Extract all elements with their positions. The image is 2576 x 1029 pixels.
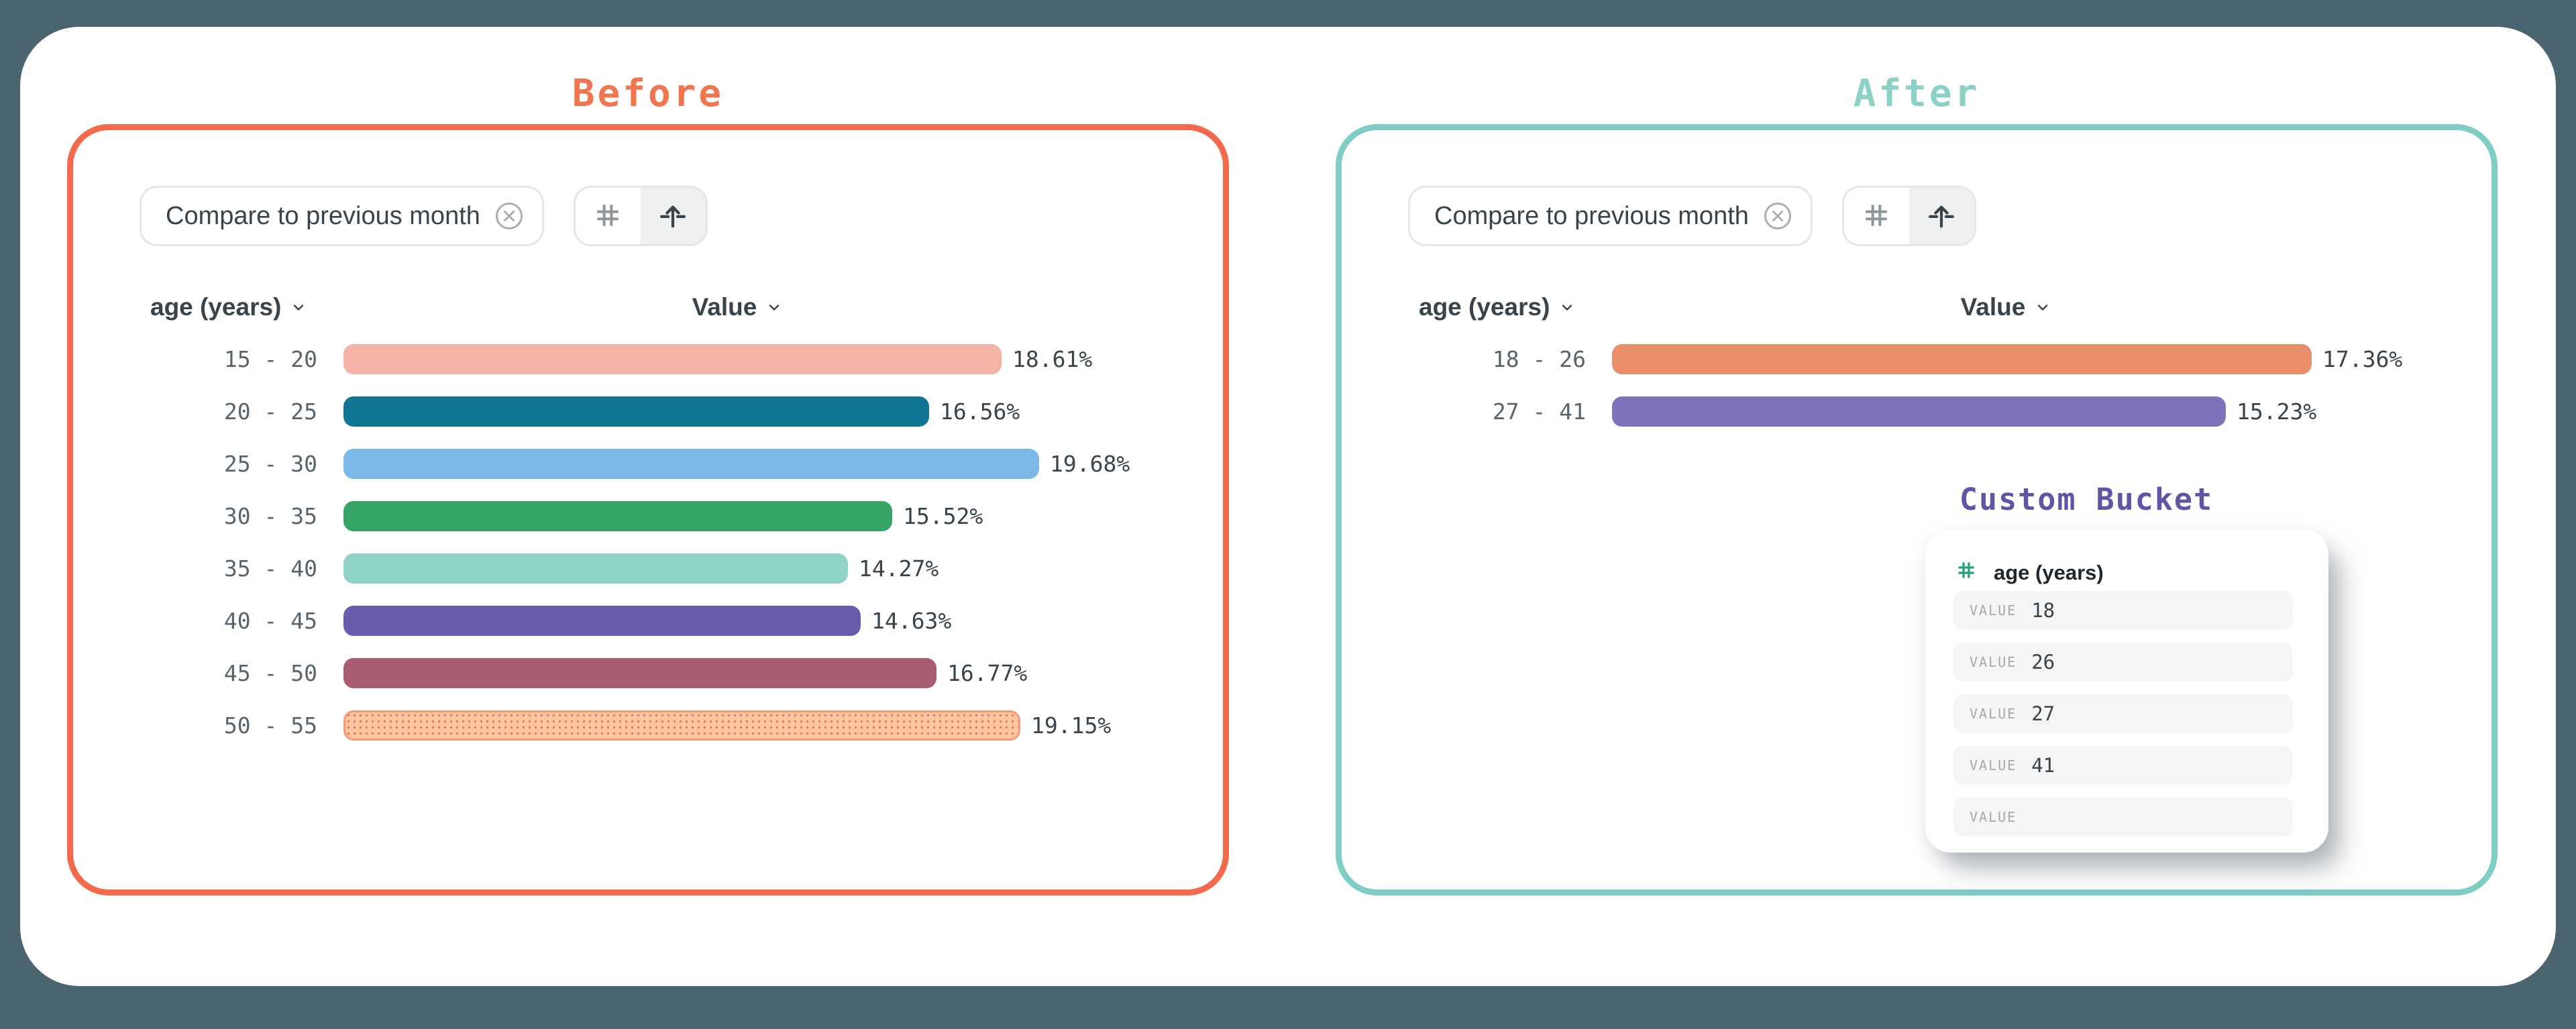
bar-row: 40 - 45 14.63% xyxy=(73,594,1214,647)
bar-category: 27 - 41 xyxy=(1492,398,1586,425)
bar-row: 18 - 26 17.36% xyxy=(1342,333,2482,385)
compare-filter-chip[interactable]: Compare to previous month xyxy=(140,186,544,246)
view-toggle xyxy=(573,186,708,246)
bar-category: 40 - 45 xyxy=(223,607,317,634)
compare-chip-label: Compare to previous month xyxy=(1434,201,1749,230)
bar-value: 17.36% xyxy=(2322,345,2403,372)
bar-category: 30 - 35 xyxy=(223,502,317,529)
column-header-value-label: Value xyxy=(1960,293,2026,321)
bar[interactable] xyxy=(343,657,936,688)
bar-value: 16.56% xyxy=(940,398,1020,425)
numeric-view-button[interactable] xyxy=(1843,188,1909,244)
bar-category: 18 - 26 xyxy=(1492,345,1586,372)
bar[interactable] xyxy=(1612,343,2312,374)
bar-category: 35 - 40 xyxy=(223,555,317,582)
custom-bucket-view-button[interactable] xyxy=(1909,188,1974,244)
bar-row: 15 - 20 18.61% xyxy=(73,333,1214,385)
column-header-value[interactable]: Value xyxy=(650,293,824,321)
bar[interactable] xyxy=(343,500,892,531)
bar-value: 14.63% xyxy=(871,607,952,634)
bucket-row-label: VALUE xyxy=(1970,757,2017,773)
bar-row: 45 - 50 16.77% xyxy=(73,647,1214,699)
before-bar-chart: 15 - 20 18.61% 20 - 25 16.56% 25 - 30 19… xyxy=(73,333,1214,751)
bar-value: 15.23% xyxy=(2237,398,2317,425)
custom-bucket-popup: age (years) VALUE 18 VALUE 26 VALUE 27 V… xyxy=(1925,529,2328,853)
bar[interactable] xyxy=(343,448,1039,479)
compare-chip-label: Compare to previous month xyxy=(166,201,480,230)
before-panel: Compare to previous month xyxy=(67,124,1229,896)
bucket-row[interactable]: VALUE 27 xyxy=(1953,694,2293,733)
chevron-down-icon xyxy=(766,293,782,321)
chevron-down-icon xyxy=(1559,293,1575,321)
bucket-row-label: VALUE xyxy=(1970,809,2017,825)
bar-value: 19.15% xyxy=(1031,712,1112,739)
bucket-rows: VALUE 18 VALUE 26 VALUE 27 VALUE 41 VALU… xyxy=(1953,591,2293,849)
bar[interactable] xyxy=(343,343,1002,374)
after-bar-chart: 18 - 26 17.36% 27 - 41 15.23% xyxy=(1342,333,2482,437)
bucket-row-value: 27 xyxy=(2031,702,2055,725)
chevron-down-icon xyxy=(290,293,307,321)
column-header-value-label: Value xyxy=(692,293,757,321)
bucket-arrow-icon xyxy=(1926,200,1957,233)
bucket-row[interactable]: VALUE 41 xyxy=(1953,746,2293,785)
column-header-age-label: age (years) xyxy=(150,293,282,321)
bucket-row-label: VALUE xyxy=(1970,706,2017,722)
bucket-row[interactable]: VALUE 26 xyxy=(1953,643,2293,682)
bar-value: 14.27% xyxy=(859,555,939,582)
bar[interactable] xyxy=(343,605,861,636)
bar-value: 16.77% xyxy=(947,659,1028,686)
bucket-row-value: 26 xyxy=(2031,651,2055,673)
bucket-field-header: age (years) xyxy=(1955,559,2104,587)
column-header-age-label: age (years) xyxy=(1419,293,1550,321)
bar-category: 50 - 55 xyxy=(223,712,317,739)
column-header-value[interactable]: Value xyxy=(1919,293,2093,321)
view-toggle xyxy=(1841,186,1976,246)
app-card: Before Compare to previous month xyxy=(20,27,2556,986)
after-title: After xyxy=(1853,71,1980,115)
bucket-row[interactable]: VALUE xyxy=(1953,798,2293,836)
hash-icon xyxy=(592,200,623,233)
custom-bucket-view-button[interactable] xyxy=(640,188,706,244)
bar-value: 18.61% xyxy=(1012,345,1093,372)
chevron-down-icon xyxy=(2035,293,2051,321)
before-controls: Compare to previous month xyxy=(140,186,708,246)
custom-bucket-title: Custom Bucket xyxy=(1959,482,2214,517)
bar-row: 25 - 30 19.68% xyxy=(73,437,1214,490)
compare-filter-chip[interactable]: Compare to previous month xyxy=(1408,186,1813,246)
bar-row: 27 - 41 15.23% xyxy=(1342,385,2482,437)
bucket-field-label: age (years) xyxy=(1994,561,2104,584)
hash-icon xyxy=(1955,559,1978,587)
bar-row: 30 - 35 15.52% xyxy=(73,490,1214,542)
circle-x-icon[interactable] xyxy=(1764,202,1792,230)
bar-value: 15.52% xyxy=(903,502,983,529)
circle-x-icon[interactable] xyxy=(495,202,523,230)
bar-category: 45 - 50 xyxy=(223,659,317,686)
bucket-row-label: VALUE xyxy=(1970,654,2017,670)
after-controls: Compare to previous month xyxy=(1408,186,1976,246)
column-header-age[interactable]: age (years) xyxy=(1419,293,1575,321)
hash-icon xyxy=(1861,200,1892,233)
bar-value: 19.68% xyxy=(1050,450,1130,477)
bar-category: 20 - 25 xyxy=(223,398,317,425)
bucket-row-value: 18 xyxy=(2031,599,2055,622)
bar[interactable] xyxy=(343,553,848,584)
bar-row: 35 - 40 14.27% xyxy=(73,542,1214,594)
bucket-row[interactable]: VALUE 18 xyxy=(1953,591,2293,630)
bucket-row-value: 41 xyxy=(2031,754,2055,777)
bucket-row-label: VALUE xyxy=(1970,602,2017,618)
before-title: Before xyxy=(572,71,724,115)
bucket-arrow-icon xyxy=(657,200,688,233)
bar[interactable] xyxy=(1612,396,2226,427)
bar-row: 50 - 55 19.15% xyxy=(73,699,1214,751)
bar-category: 15 - 20 xyxy=(223,345,317,372)
bar-category: 25 - 30 xyxy=(223,450,317,477)
bar[interactable] xyxy=(343,710,1020,741)
after-panel: Compare to previous month xyxy=(1336,124,2498,896)
column-header-age[interactable]: age (years) xyxy=(150,293,307,321)
bar-row: 20 - 25 16.56% xyxy=(73,385,1214,437)
bar[interactable] xyxy=(343,396,929,427)
numeric-view-button[interactable] xyxy=(575,188,641,244)
